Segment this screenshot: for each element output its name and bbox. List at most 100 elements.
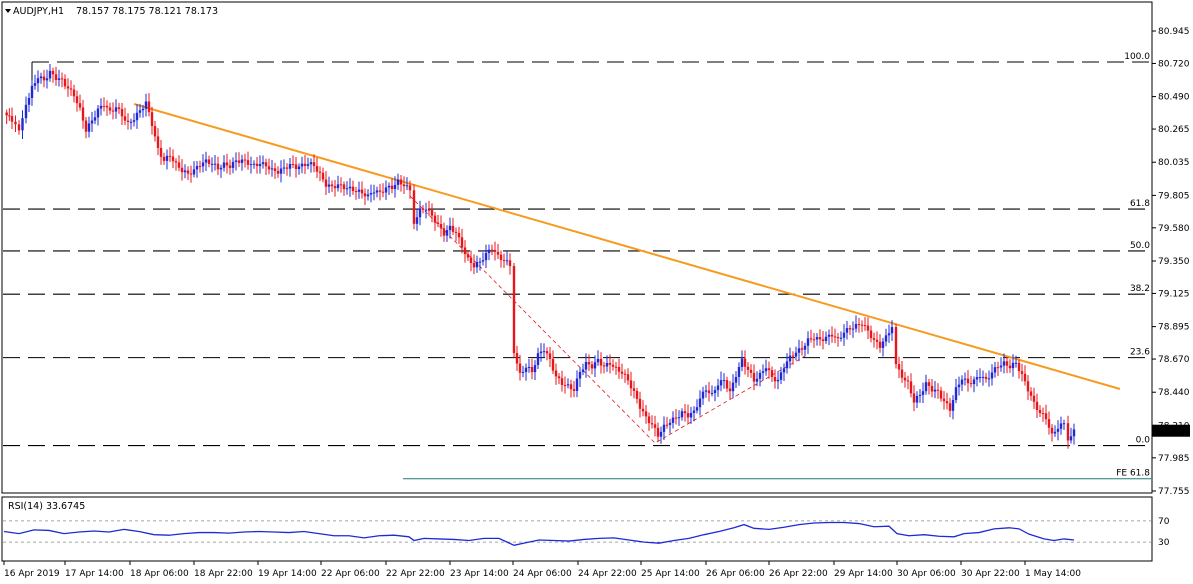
candle-body — [984, 376, 988, 379]
time-tick-label: 24 Apr 22:00 — [578, 569, 637, 579]
candle-body — [57, 78, 61, 80]
candle-body — [1072, 429, 1076, 437]
time-tick-label: 18 Apr 22:00 — [194, 569, 253, 579]
candle-body — [536, 353, 540, 366]
candle-body — [117, 107, 121, 109]
last-price-label: 78.173 — [1155, 427, 1187, 437]
candle-body — [490, 249, 494, 251]
time-tick-label: 29 Apr 14:00 — [834, 569, 893, 579]
candle-body — [1066, 423, 1070, 441]
candle-body — [839, 337, 843, 339]
candle-body — [387, 185, 391, 188]
candle-body — [857, 324, 861, 326]
candle-body — [683, 411, 687, 414]
ohlc-label: 78.157 78.175 78.121 78.173 — [76, 6, 218, 17]
candle-body — [213, 163, 217, 165]
candle-body — [794, 352, 798, 357]
candle-body — [653, 424, 657, 428]
candle-body — [761, 371, 765, 373]
candle-body — [851, 328, 855, 330]
candle-body — [569, 384, 573, 390]
candle-body — [557, 376, 561, 379]
candle-body — [433, 215, 437, 223]
fib-level-label: 38.2 — [1130, 284, 1150, 294]
candle-body — [288, 164, 292, 169]
candle-body — [512, 266, 516, 354]
candle-body — [165, 155, 169, 161]
candle-body — [545, 351, 549, 354]
candle-body — [487, 249, 491, 254]
candle-body — [668, 422, 672, 425]
candle-body — [84, 120, 88, 132]
candle-body — [69, 88, 73, 90]
candle-body — [662, 424, 666, 432]
price-tick-label: 77.985 — [1158, 454, 1190, 464]
candle-body — [318, 171, 322, 173]
candle-body — [539, 351, 543, 354]
candle-body — [408, 185, 412, 191]
candle-body — [469, 257, 473, 263]
fib-level-label: 0.0 — [1136, 436, 1151, 446]
candle-body — [515, 353, 519, 364]
candle-body — [599, 358, 603, 366]
candle-body — [135, 112, 139, 121]
candle-body — [1044, 413, 1048, 420]
candle-body — [957, 384, 961, 388]
candle-body — [641, 408, 645, 412]
candle-body — [354, 191, 358, 193]
candle-body — [418, 208, 422, 218]
candle-body — [542, 351, 546, 353]
candle-body — [445, 230, 449, 236]
candle-body — [674, 417, 678, 419]
time-tick-label: 22 Apr 22:00 — [386, 569, 445, 579]
candle-body — [581, 369, 585, 372]
candle-body — [611, 364, 615, 367]
candle-body — [939, 390, 943, 399]
symbol-label: AUDJPY,H1 — [13, 6, 64, 17]
candle-body — [183, 170, 187, 173]
candle-body — [282, 167, 286, 169]
candle-body — [806, 338, 810, 346]
candle-body — [578, 371, 582, 379]
candle-body — [659, 431, 663, 437]
candle-body — [830, 334, 834, 337]
candle-body — [707, 390, 711, 394]
candle-body — [548, 353, 552, 359]
price-tick-label: 80.720 — [1158, 59, 1190, 69]
candle-body — [704, 390, 708, 392]
candle-body — [222, 162, 226, 168]
candle-body — [716, 385, 720, 391]
candle-body — [554, 370, 558, 377]
collapse-triangle-icon[interactable] — [5, 9, 11, 13]
time-tick-label: 19 Apr 14:00 — [258, 569, 317, 579]
candle-body — [396, 179, 400, 185]
candle-body — [378, 190, 382, 192]
candle-body — [399, 179, 403, 185]
candle-body — [632, 388, 636, 391]
candle-body — [740, 358, 744, 368]
candle-body — [96, 108, 100, 118]
candle-body — [921, 391, 925, 395]
candle-body — [731, 382, 735, 392]
candle-body — [219, 167, 223, 170]
candle-body — [1002, 361, 1006, 366]
candle-body — [1050, 427, 1054, 434]
candle-body — [863, 325, 867, 327]
candle-body — [505, 260, 509, 262]
candle-body — [966, 378, 970, 384]
candle-body — [5, 112, 8, 116]
candle-body — [860, 324, 864, 326]
candles — [5, 63, 1076, 449]
candle-body — [33, 83, 37, 86]
candle-body — [521, 371, 525, 373]
candle-body — [195, 166, 199, 170]
time-tick-label: 25 Apr 14:00 — [641, 569, 700, 579]
candle-body — [360, 189, 364, 194]
candle-body — [695, 407, 699, 411]
candle-body — [608, 362, 612, 365]
candle-body — [270, 168, 274, 170]
candle-body — [866, 325, 870, 331]
candle-body — [51, 70, 55, 75]
candle-body — [746, 366, 750, 370]
candle-body — [237, 160, 241, 163]
